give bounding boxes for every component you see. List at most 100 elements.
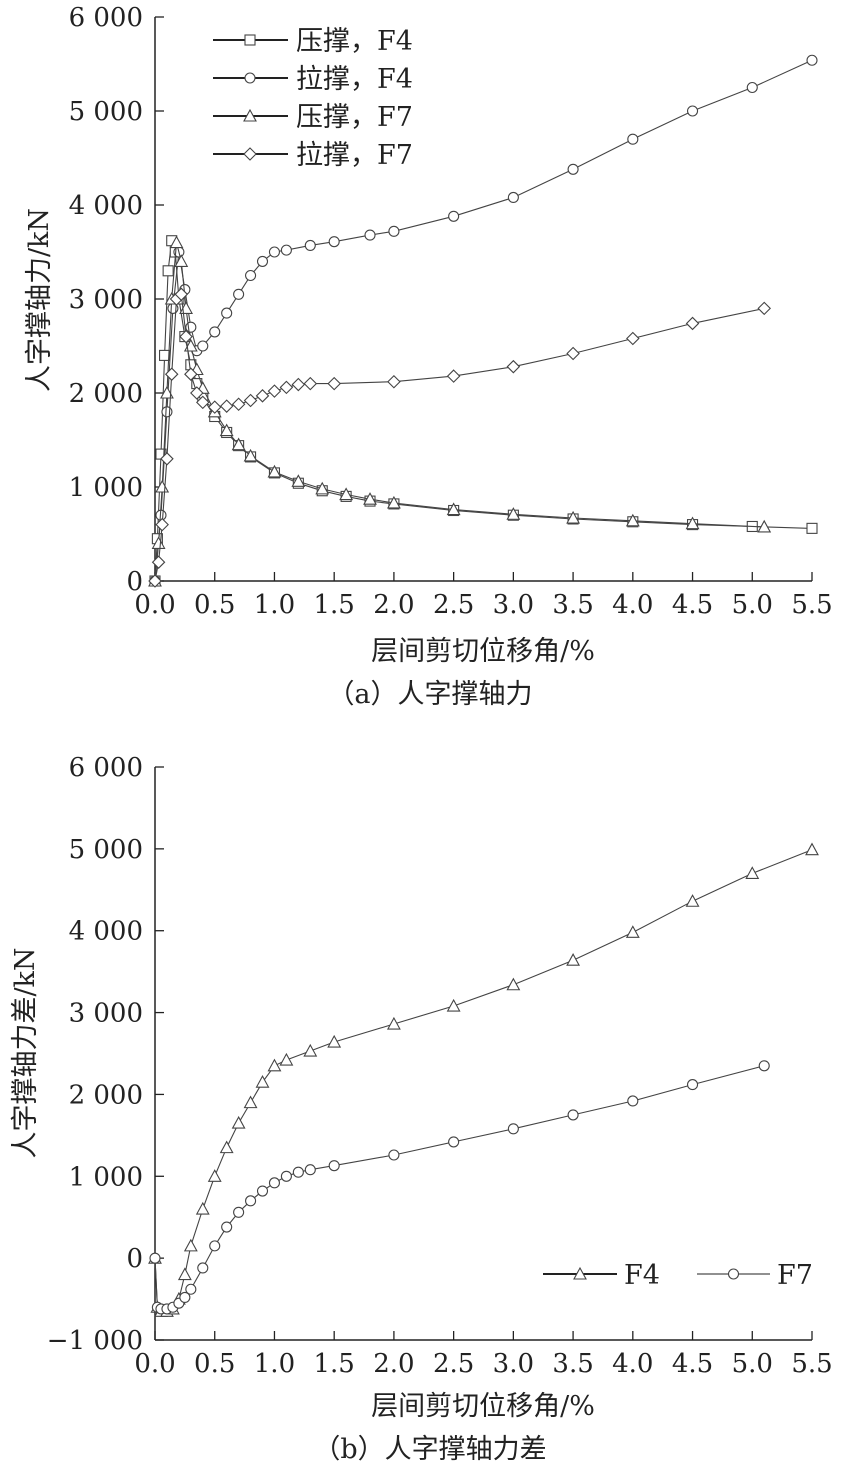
legend-a-label: 拉撑，F7 (296, 140, 413, 171)
a-data-point (169, 235, 184, 249)
a-data-point (757, 301, 771, 316)
legend-b-marker (727, 1268, 740, 1280)
legend-a-marker (243, 108, 257, 122)
a-data-point (155, 517, 169, 532)
a-data-point (219, 423, 234, 437)
a-series-line-3 (154, 242, 765, 582)
b-data-point (268, 1177, 281, 1189)
b-data-point (805, 842, 819, 856)
a-x-tick-label: 4.5 (672, 590, 713, 620)
a-data-point (197, 340, 209, 352)
legend-a-marker (243, 147, 257, 161)
a-y-tick-label: 4 000 (69, 191, 143, 221)
b-data-point (219, 1140, 234, 1154)
b-x-tick-label: 1.0 (254, 1349, 295, 1379)
b-data-point (448, 1136, 460, 1148)
a-data-point (304, 239, 316, 251)
a-data-point (268, 246, 281, 258)
legend-a-marker (244, 72, 256, 84)
a-y-tick-label: 2 000 (69, 379, 143, 409)
a-data-point (243, 448, 258, 462)
b-data-point (686, 1079, 699, 1091)
chart-b-ylabel: 人字撑轴力差/kN (10, 947, 41, 1158)
b-x-tick-label: 4.0 (612, 1349, 653, 1379)
b-data-point (179, 1291, 191, 1303)
b-y-tick-label: 3 000 (69, 999, 143, 1029)
a-data-point (243, 393, 258, 408)
a-data-point (221, 307, 233, 319)
b-x-tick-label: 5.0 (732, 1349, 773, 1379)
a-data-point (245, 269, 257, 282)
a-y-tick-label: 3 000 (69, 285, 143, 315)
b-data-point (256, 1185, 269, 1197)
b-data-point (243, 1095, 258, 1109)
a-data-point (233, 288, 245, 300)
chart-a-plot (148, 54, 818, 588)
b-data-point (207, 1169, 222, 1182)
a-data-point (363, 492, 377, 505)
b-x-tick-label: 0.0 (134, 1349, 175, 1379)
a-x-tick-label: 3.5 (552, 590, 593, 620)
a-y-tick-label: 1 000 (69, 473, 143, 503)
a-data-point (567, 163, 579, 175)
a-data-point (231, 437, 246, 451)
chart-b-caption: （b）人字撑轴力差 (313, 1434, 546, 1465)
b-data-point (231, 1115, 246, 1129)
legend-a-label: 拉撑，F4 (296, 64, 413, 95)
chart-a-xlabel: 层间剪切位移角/% (371, 636, 595, 667)
legend-a-label: 压撑，F7 (296, 102, 413, 133)
chart-a-caption: （a）人字撑轴力 (327, 679, 532, 710)
a-data-point (256, 255, 269, 267)
a-data-point (446, 369, 461, 383)
b-x-tick-label: 4.5 (672, 1349, 713, 1379)
b-data-point (292, 1166, 304, 1178)
b-data-point (197, 1262, 209, 1274)
a-x-tick-label: 4.0 (612, 590, 653, 620)
b-x-tick-label: 1.5 (314, 1349, 355, 1379)
b-data-point (183, 1238, 198, 1252)
b-x-tick-label: 2.5 (433, 1349, 474, 1379)
a-data-point (231, 397, 246, 412)
a-data-point (364, 229, 376, 241)
b-y-tick-label: −1 000 (47, 1326, 143, 1356)
chart-b: −1 000 0 1 000 2 000 3 000 4 000 5 000 6 000 0.0… (10, 753, 833, 1465)
b-x-tick-label: 5.5 (791, 1349, 832, 1379)
a-data-point (190, 386, 204, 400)
b-series-line-1 (154, 849, 813, 1312)
a-data-point (151, 555, 166, 569)
b-y-tick-label: 6 000 (69, 753, 143, 783)
a-data-point (685, 516, 700, 530)
a-data-point (627, 133, 639, 145)
b-data-point (304, 1164, 316, 1176)
a-data-point (686, 105, 699, 117)
a-x-tick-label: 5.5 (791, 590, 832, 620)
a-data-point (151, 536, 166, 549)
chart-a: 0 1 000 2 000 3 000 4 000 5 000 6 000 0.0 0.5 1.0… (24, 3, 833, 710)
chart-a-legend: 压撑，F4 拉撑，F4 压撑，F7 拉撑，F7 (213, 26, 413, 171)
a-data-point (162, 265, 174, 277)
b-data-point (233, 1206, 245, 1218)
b-x-tick-label: 2.0 (373, 1349, 414, 1379)
b-x-tick-label: 0.5 (194, 1349, 235, 1379)
b-data-point (267, 1058, 282, 1072)
b-data-point (195, 1201, 210, 1215)
a-data-point (339, 487, 354, 501)
legend-b-marker (573, 1266, 587, 1280)
a-data-point (387, 374, 401, 389)
a-data-point (164, 367, 179, 381)
a-data-point (566, 346, 580, 361)
a-data-point (806, 522, 818, 534)
b-data-point (185, 1283, 197, 1295)
b-data-point (566, 953, 581, 966)
a-x-tick-label: 0.5 (194, 590, 235, 620)
a-x-tick-label: 3.0 (493, 590, 534, 620)
a-x-tick-label: 1.0 (254, 590, 295, 620)
b-x-tick-label: 3.5 (552, 1349, 593, 1379)
a-data-point (386, 495, 401, 509)
a-data-point (174, 287, 189, 302)
a-data-point (625, 513, 640, 527)
b-data-point (446, 998, 461, 1012)
a-series-line-4 (154, 293, 765, 582)
a-y-tick-label: 6 000 (69, 3, 143, 33)
a-data-point (267, 384, 282, 398)
